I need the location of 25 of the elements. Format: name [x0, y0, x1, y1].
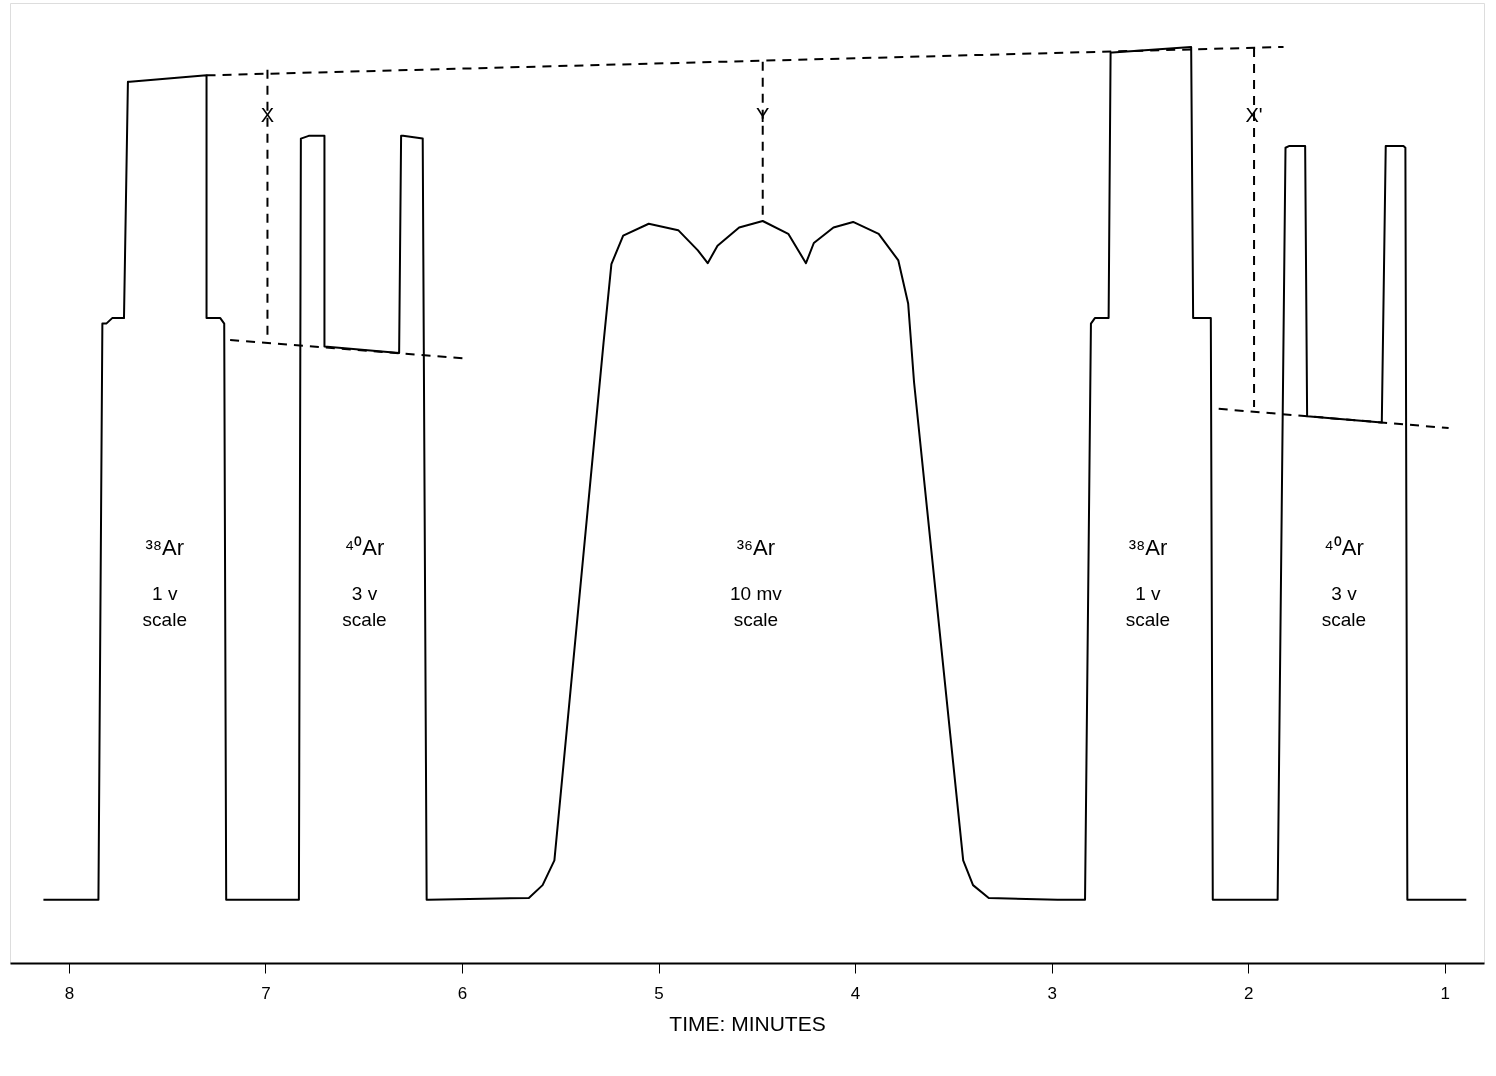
- annotation: scale: [1125, 609, 1171, 631]
- annotation: ³⁸Ar: [1128, 535, 1168, 561]
- x-axis-title: TIME: MINUTES: [669, 1011, 826, 1035]
- annotation: 10 mv: [729, 583, 783, 605]
- annotation: 1 v: [152, 583, 178, 605]
- annotation: ⁴⁰Ar: [1324, 535, 1364, 561]
- x-tick-label: 3: [1047, 983, 1057, 1003]
- annotation: ³⁸Ar: [145, 535, 185, 561]
- annotation: 3 v: [351, 583, 378, 605]
- annotation: 3 v: [1331, 583, 1358, 605]
- annotation: ³⁶Ar: [736, 535, 776, 561]
- annotation: ⁴⁰Ar: [344, 535, 385, 561]
- x-tick-label: 1: [1440, 983, 1450, 1003]
- x-tick-label: 7: [261, 983, 271, 1003]
- annotation: scale: [733, 609, 779, 631]
- annotation: 1 v: [1135, 583, 1162, 605]
- x-tick-label: 6: [457, 983, 468, 1003]
- annotation: scale: [142, 609, 187, 631]
- annotation: scale: [342, 609, 387, 631]
- x-tick-label: 8: [64, 983, 75, 1003]
- x-tick-label: 4: [850, 983, 861, 1003]
- x-tick-label: 5: [654, 983, 664, 1003]
- annotation: scale: [1321, 609, 1367, 631]
- annotation: X: [260, 103, 275, 126]
- x-tick-label: 2: [1243, 983, 1254, 1003]
